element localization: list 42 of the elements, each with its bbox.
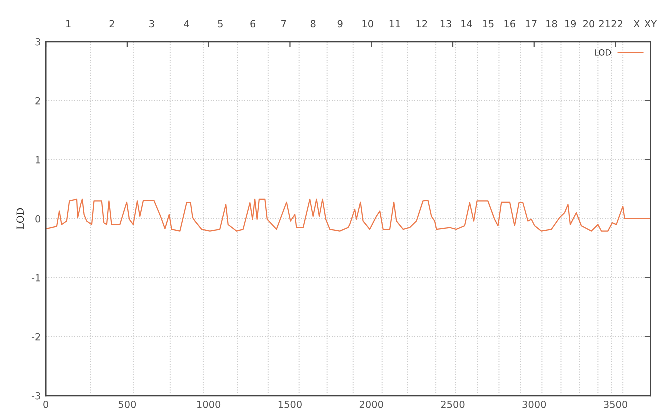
text: 7	[282, 20, 286, 28]
y-tick-label: 1	[36, 156, 40, 164]
x-tick-label: 3000	[522, 400, 546, 408]
text: 22	[612, 20, 623, 28]
y-tick-label: 3	[36, 38, 40, 46]
y-tick-label: -2	[32, 333, 40, 341]
text: 21	[599, 20, 610, 28]
y-tick-label: -3	[32, 392, 40, 400]
x-tick-label: 3500	[604, 400, 628, 408]
legend-label: LOD	[595, 50, 612, 56]
text: 10	[362, 20, 374, 28]
text: 2	[110, 20, 114, 28]
text: 13	[440, 20, 452, 28]
x-tick-label: 1500	[278, 400, 302, 408]
text: 18	[546, 20, 558, 28]
text: 4	[184, 20, 190, 28]
x-tick-label: 2500	[441, 400, 465, 408]
x-tick-label: 500	[118, 400, 136, 408]
text: XY	[644, 20, 658, 28]
text: 15	[483, 20, 494, 28]
text: 19	[565, 20, 576, 28]
text: 5	[218, 20, 223, 28]
text: 17	[526, 20, 537, 28]
x-tick-label: 2000	[360, 400, 384, 408]
y-tick-label: 0	[36, 215, 41, 223]
text: 14	[462, 20, 472, 28]
text: 3	[150, 20, 154, 28]
text: 16	[504, 20, 516, 28]
text: 12	[416, 20, 428, 28]
text: 11	[390, 20, 400, 28]
text: 1	[66, 20, 71, 28]
text: 9	[338, 20, 343, 28]
text: 6	[250, 20, 256, 28]
y-axis-title: LOD	[16, 208, 24, 230]
y-tick-label: 2	[36, 97, 40, 105]
text: 20	[584, 20, 595, 28]
y-tick-label: -1	[32, 274, 40, 282]
text: X	[634, 20, 640, 28]
text: 8	[310, 20, 316, 28]
x-tick-label: 1000	[198, 400, 221, 408]
x-tick-label: 0	[44, 400, 49, 408]
line-series	[46, 198, 651, 232]
